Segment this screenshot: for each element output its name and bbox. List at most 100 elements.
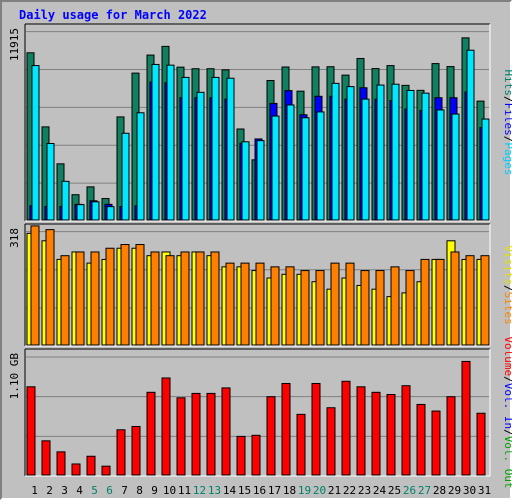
sites-bar [345, 262, 355, 346]
bot-legend-item: / [502, 376, 512, 383]
pages-bar [91, 201, 100, 221]
x-tick-label: 12 [193, 484, 206, 497]
x-tick-label: 14 [223, 484, 237, 497]
sites-bar [270, 266, 280, 346]
volume-bar [26, 386, 36, 476]
pages-bar [346, 86, 355, 221]
x-tick-label: 13 [208, 484, 221, 497]
pages-bar [421, 92, 430, 221]
volume-bar [41, 440, 51, 476]
x-tick-label: 27 [418, 484, 431, 497]
x-tick-label: 3 [61, 484, 68, 497]
x-tick-label: 18 [283, 484, 296, 497]
volume-bar [431, 410, 441, 476]
x-tick-label: 1 [31, 484, 38, 497]
volume-bar [281, 382, 291, 476]
pages-bar [31, 65, 40, 221]
sites-bar [285, 266, 295, 346]
sites-bar [75, 251, 85, 346]
volume-bar [56, 451, 66, 476]
x-tick-label: 26 [403, 484, 416, 497]
pages-bar [331, 82, 340, 221]
sites-bar [90, 251, 100, 346]
mid-legend-item: Sites [502, 292, 512, 325]
sites-bar [240, 262, 250, 346]
x-tick-label: 17 [268, 484, 281, 497]
volume-bar [326, 407, 336, 476]
volume-bar [296, 413, 306, 476]
pages-bar [481, 118, 490, 221]
top-legend-item: Pages [502, 142, 512, 175]
bot-legend-item: Vol. In [502, 383, 512, 429]
pages-bar [361, 98, 370, 221]
sites-bar [465, 255, 475, 346]
sites-bar [60, 255, 70, 346]
volume-bar [251, 434, 261, 476]
pages-bar [316, 111, 325, 221]
pages-bar [196, 91, 205, 221]
x-tick-label: 22 [343, 484, 356, 497]
volume-bar [191, 392, 201, 476]
top-legend-item: Hits [502, 70, 512, 97]
sites-bar [360, 270, 370, 346]
sites-bar [420, 258, 430, 346]
volume-bar [386, 394, 396, 476]
volume-bar [356, 386, 366, 476]
mid-legend: Visits/Sites [502, 245, 512, 325]
volume-bar [416, 403, 426, 476]
pages-bar [46, 143, 55, 221]
mid-legend-item: / [502, 285, 512, 292]
pages-bar [121, 132, 130, 221]
pages-bar [286, 104, 295, 221]
volume-bar [146, 391, 156, 476]
volume-bar [206, 392, 216, 476]
volume-bar [161, 377, 171, 476]
volume-bar [71, 463, 81, 476]
x-tick-label: 11 [178, 484, 191, 497]
sites-bar [405, 270, 415, 346]
sites-bar [165, 255, 175, 346]
pages-bar [136, 112, 145, 221]
pages-bar [151, 63, 160, 221]
sites-bar [195, 251, 205, 346]
pages-bar [436, 109, 445, 221]
volume-bar [101, 465, 111, 476]
pages-bar [226, 77, 235, 221]
volume-bar [446, 396, 456, 476]
pages-bar [181, 76, 190, 221]
pages-bar [271, 115, 280, 221]
pages-bar [256, 140, 265, 221]
sites-bar [330, 262, 340, 346]
top-legend-item: / [502, 96, 512, 103]
pages-bar [301, 117, 310, 221]
top-legend: Hits/Files/Pages [502, 70, 512, 176]
x-tick-label: 24 [373, 484, 387, 497]
pages-bar [391, 83, 400, 221]
chart-title: Daily usage for March 2022 [19, 8, 207, 22]
pages-bar [406, 89, 415, 221]
volume-bar [341, 380, 351, 476]
mid-max-label: 318 [8, 228, 21, 248]
x-tick-label: 4 [76, 484, 83, 497]
sites-bar [45, 229, 55, 346]
sites-bar [300, 270, 310, 346]
panel-visits-sites: 318 Visits/Sites [8, 223, 512, 347]
x-tick-label: 9 [151, 484, 158, 497]
x-tick-label: 5 [91, 484, 98, 497]
sites-bar [255, 262, 265, 346]
volume-bar [476, 412, 486, 476]
pages-bar [241, 141, 250, 221]
x-tick-label: 31 [478, 484, 491, 497]
top-legend-item: / [502, 136, 512, 143]
volume-bar [236, 435, 246, 476]
sites-bar [390, 266, 400, 346]
sites-bar [150, 251, 160, 346]
pages-bar [451, 113, 460, 221]
sites-bar [450, 251, 460, 346]
bot-legend: Volume/Vol. In/Vol. Out [502, 336, 512, 488]
x-tick-label: 29 [448, 484, 461, 497]
sites-bar [120, 244, 130, 346]
